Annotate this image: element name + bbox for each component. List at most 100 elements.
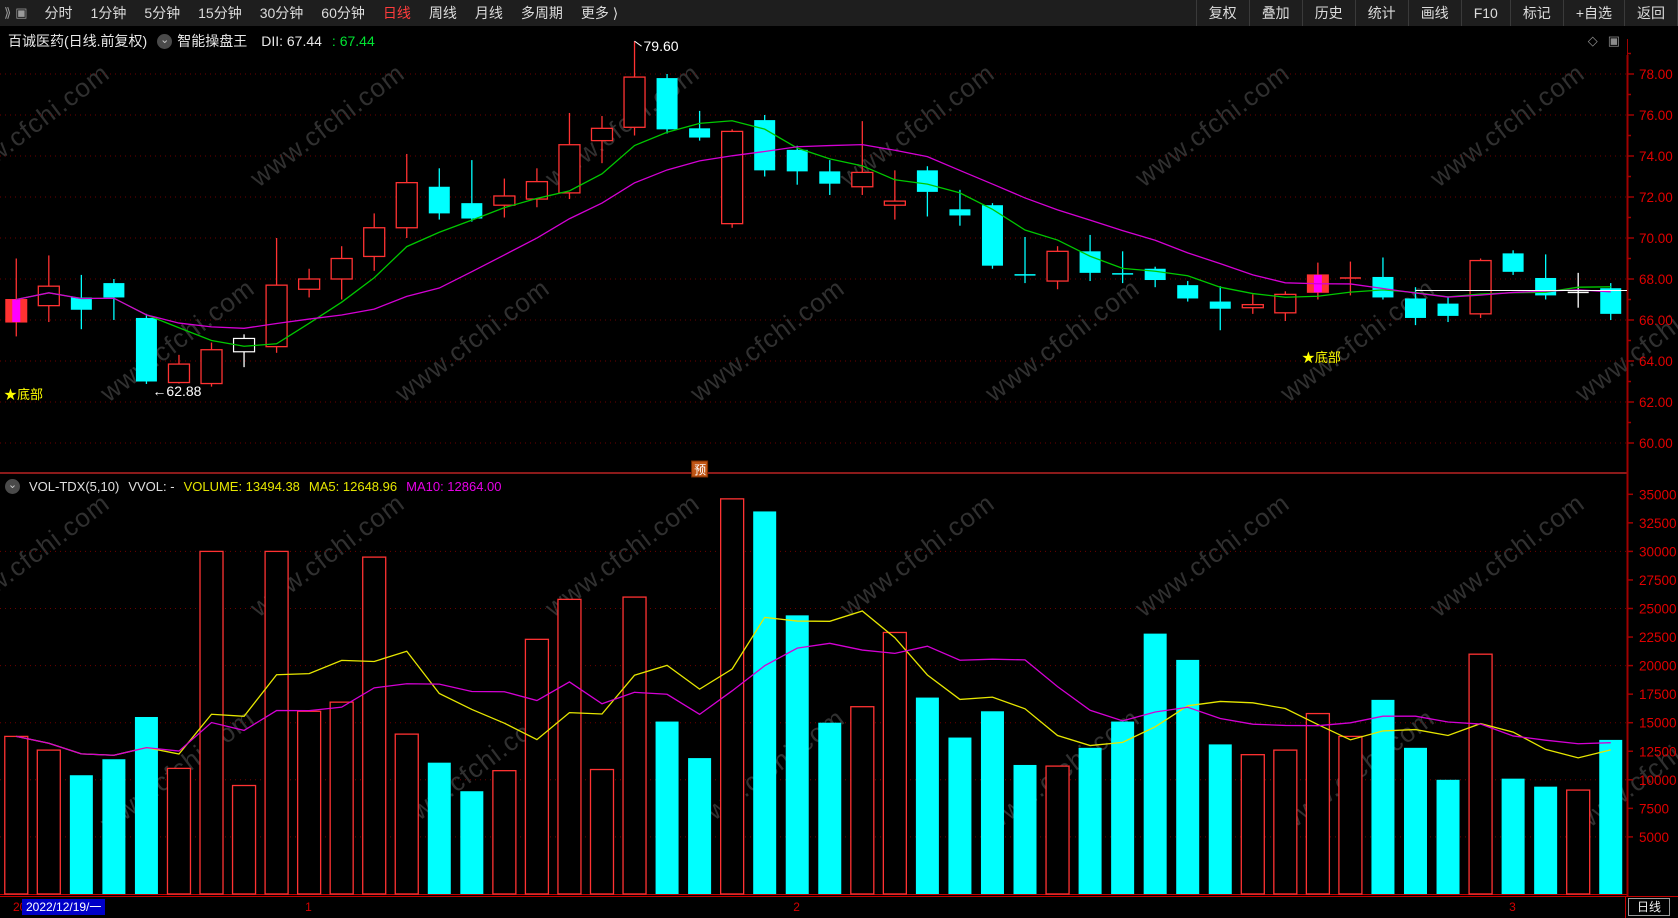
- volume-bar[interactable]: [394, 733, 419, 895]
- volume-bar[interactable]: [1240, 754, 1265, 895]
- candle-down[interactable]: [689, 128, 711, 138]
- candle-down[interactable]: [656, 78, 678, 130]
- volume-bar[interactable]: [1273, 749, 1298, 895]
- period-indicator[interactable]: 日线: [1627, 898, 1670, 916]
- candle-up[interactable]: [493, 195, 516, 206]
- volume-bar[interactable]: [980, 711, 1004, 894]
- volume-bar[interactable]: [1371, 699, 1395, 894]
- volume-bar[interactable]: [1338, 735, 1363, 895]
- volume-bar[interactable]: [1566, 789, 1591, 895]
- volume-bar[interactable]: [36, 749, 61, 895]
- volume-bar[interactable]: [1599, 739, 1623, 894]
- candle-down[interactable]: [103, 283, 125, 298]
- candle-down[interactable]: [949, 209, 971, 216]
- candle-up[interactable]: [297, 278, 321, 290]
- candle-up[interactable]: [851, 171, 874, 188]
- action-item-3[interactable]: 统计: [1354, 0, 1408, 26]
- candle-down[interactable]: [461, 203, 483, 219]
- chevron-down-icon[interactable]: ⌄: [5, 479, 20, 494]
- volume-bar[interactable]: [1403, 747, 1427, 894]
- candle-up[interactable]: [721, 130, 744, 225]
- candle-up[interactable]: [883, 200, 906, 206]
- volume-bar[interactable]: [134, 716, 158, 894]
- candle-up[interactable]: [1046, 250, 1069, 282]
- period-item-6[interactable]: 日线: [382, 5, 411, 21]
- panel-icon[interactable]: ▣: [1607, 33, 1620, 48]
- period-item-4[interactable]: 30分钟: [259, 5, 304, 21]
- volume-bar[interactable]: [589, 768, 615, 895]
- candle-up[interactable]: [167, 363, 191, 384]
- selected-date[interactable]: 2022/12/19/一: [22, 899, 106, 915]
- action-item-4[interactable]: 画线: [1407, 0, 1461, 26]
- candle-up[interactable]: [37, 285, 60, 307]
- candle-down[interactable]: [1437, 303, 1459, 316]
- volume-bar[interactable]: [102, 759, 126, 894]
- period-item-1[interactable]: 1分钟: [90, 5, 127, 21]
- candle-down[interactable]: [786, 149, 808, 172]
- volume-bar[interactable]: [69, 775, 93, 894]
- candle-down[interactable]: [981, 205, 1003, 266]
- volume-bar[interactable]: [1208, 744, 1232, 894]
- collapse-sidebar-icon[interactable]: ⟫: [4, 5, 12, 20]
- forecast-badge[interactable]: [691, 460, 709, 478]
- volume-bar[interactable]: [460, 791, 484, 894]
- candle-up[interactable]: [623, 76, 646, 128]
- period-item-7[interactable]: 周线: [428, 5, 457, 21]
- period-item-10[interactable]: 更多 ⟩: [580, 5, 619, 21]
- candle-up[interactable]: [558, 144, 581, 194]
- volume-bar[interactable]: [557, 598, 582, 895]
- candle-down[interactable]: [1502, 253, 1524, 272]
- volume-bar[interactable]: [655, 721, 679, 894]
- volume-bar[interactable]: [622, 596, 647, 895]
- volume-bar[interactable]: [524, 638, 550, 895]
- window-icon[interactable]: ▣: [15, 5, 28, 20]
- candle-down[interactable]: [819, 171, 841, 184]
- candle-down[interactable]: [1372, 276, 1394, 298]
- candle-up[interactable]: [1241, 303, 1264, 309]
- volume-bar[interactable]: [915, 697, 939, 894]
- candle-up[interactable]: [330, 257, 353, 280]
- volume-bar[interactable]: [4, 735, 29, 895]
- period-item-9[interactable]: 多周期: [520, 5, 563, 21]
- volume-bar[interactable]: [1436, 779, 1460, 894]
- period-item-8[interactable]: 月线: [474, 5, 503, 21]
- volume-bar[interactable]: [688, 758, 712, 894]
- volume-bar[interactable]: [948, 737, 972, 894]
- period-item-5[interactable]: 60分钟: [321, 5, 365, 21]
- candle-up[interactable]: [265, 284, 288, 348]
- candle-up[interactable]: [1274, 293, 1297, 314]
- diamond-icon[interactable]: ◇: [1587, 33, 1598, 48]
- candle-up[interactable]: [395, 182, 418, 229]
- candle-up[interactable]: [1469, 259, 1492, 315]
- volume-bar[interactable]: [850, 706, 875, 895]
- candle-up[interactable]: [200, 349, 223, 385]
- candle-down[interactable]: [1177, 285, 1199, 299]
- volume-bar[interactable]: [753, 511, 777, 894]
- volume-bar[interactable]: [1305, 712, 1331, 895]
- volume-bar[interactable]: [166, 767, 192, 895]
- candle-down[interactable]: [1209, 301, 1231, 309]
- candle-down[interactable]: [1404, 298, 1426, 318]
- action-item-8[interactable]: 返回: [1624, 0, 1678, 26]
- volume-bar[interactable]: [264, 550, 289, 895]
- volume-bar[interactable]: [1078, 747, 1102, 894]
- candle-down[interactable]: [1079, 251, 1101, 273]
- volume-bar[interactable]: [1501, 778, 1525, 894]
- volume-bar[interactable]: [1534, 786, 1558, 894]
- volume-bar[interactable]: [1045, 765, 1070, 895]
- volume-bar[interactable]: [329, 701, 354, 895]
- candle-down[interactable]: [428, 186, 450, 214]
- volume-bar[interactable]: [720, 498, 745, 895]
- action-item-6[interactable]: 标记: [1509, 0, 1563, 26]
- candle-up[interactable]: [363, 227, 386, 258]
- kline-volume-chart[interactable]: 78.00 76.00 74.00 72.00 70.00 68.00 66.00 64.00…: [0, 38, 1678, 896]
- candle-down[interactable]: [916, 170, 938, 192]
- action-item-0[interactable]: 复权: [1195, 0, 1249, 26]
- volume-bar[interactable]: [785, 615, 809, 894]
- action-item-2[interactable]: 历史: [1301, 0, 1355, 26]
- action-item-7[interactable]: +自选: [1562, 0, 1624, 26]
- candle-down[interactable]: [70, 297, 92, 310]
- volume-bar[interactable]: [1468, 653, 1493, 895]
- volume-bar[interactable]: [1013, 764, 1037, 894]
- period-item-3[interactable]: 15分钟: [198, 5, 242, 21]
